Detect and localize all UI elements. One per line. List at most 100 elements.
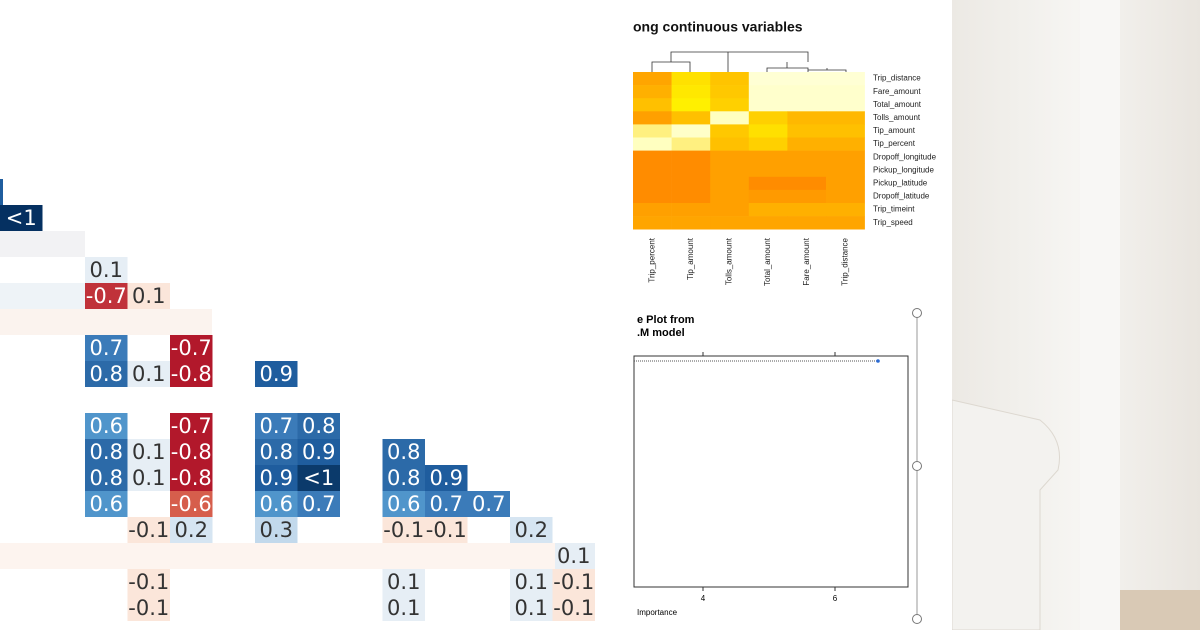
heatmap-cell <box>633 137 672 151</box>
heatmap-cell <box>748 163 788 178</box>
matrix-cell <box>127 465 170 491</box>
cell-label: 0.1 <box>90 258 123 282</box>
cell-label: -0.1 <box>383 518 424 542</box>
matrix-cell <box>127 439 170 465</box>
heatmap-cell <box>671 124 711 138</box>
heatmap-cell <box>787 203 827 217</box>
matrix-cell <box>297 413 340 439</box>
cell-label: 0.8 <box>90 466 123 490</box>
matrix-cell <box>85 491 128 517</box>
cell-label: 0.9 <box>430 466 463 490</box>
heatmap-cell <box>826 111 865 125</box>
row-label: Tip_percent <box>873 139 916 148</box>
matrix-cell <box>510 569 553 595</box>
cell-label: -0.1 <box>553 596 594 620</box>
heatmap-cell <box>671 72 711 86</box>
heatmap-cell <box>671 176 711 191</box>
heatmap-cell <box>787 163 827 178</box>
row-label: Tolls_amount <box>873 113 921 122</box>
heatmap-cell <box>748 176 788 191</box>
column-label: Trip_distance <box>840 237 849 285</box>
resize-handle[interactable] <box>912 308 922 318</box>
cell-label: 0.3 <box>260 518 293 542</box>
matrix-cell <box>382 439 425 465</box>
resize-handle[interactable] <box>912 614 922 624</box>
floor <box>1120 590 1200 630</box>
row-label: Trip_timeint <box>873 205 915 214</box>
heatmap-cell <box>671 216 711 230</box>
matrix-cell <box>382 517 425 543</box>
heatmap-cell <box>826 189 865 204</box>
heatmap-cell <box>748 111 788 125</box>
matrix-cell <box>85 361 128 387</box>
cell-label: 0.8 <box>302 414 335 438</box>
matrix-cell <box>85 439 128 465</box>
cell-label: 0.7 <box>302 492 335 516</box>
cell-label: 0.1 <box>132 362 165 386</box>
faint-cell <box>0 309 212 335</box>
faint-cell <box>0 543 555 569</box>
matrix-cell <box>510 595 553 621</box>
matrix-cell <box>255 465 298 491</box>
heatmap-cell <box>710 111 750 125</box>
cell-label: 0.1 <box>515 570 548 594</box>
heatmap-title: ong continuous variables <box>633 19 803 35</box>
heatmap-cell <box>633 150 672 164</box>
x-tick-label: 6 <box>833 594 838 603</box>
heatmap-cell <box>710 163 750 178</box>
matrix-cell <box>170 465 213 491</box>
heatmap-cell <box>826 72 865 86</box>
cell-label: 0.7 <box>260 414 293 438</box>
matrix-cell <box>425 465 468 491</box>
dot <box>876 359 880 363</box>
matrix-cell <box>510 517 553 543</box>
row-label: Dropoff_longitude <box>873 152 937 161</box>
matrix-cell <box>85 283 128 309</box>
matrix-cell <box>425 517 468 543</box>
cell-label: -0.8 <box>171 362 212 386</box>
heatmap-cell <box>633 85 672 99</box>
heatmap-cell <box>787 72 827 86</box>
cell-label: -0.7 <box>171 414 212 438</box>
matrix-cell <box>255 413 298 439</box>
heatmap-cell <box>826 203 865 217</box>
row-label: Fare_amount <box>873 87 921 96</box>
matrix-cell <box>127 283 170 309</box>
matrix-cell <box>255 491 298 517</box>
cell-label: 0.9 <box>302 440 335 464</box>
heatmap-cell <box>787 176 827 191</box>
heatmap-cell <box>633 176 672 191</box>
heatmap-cell <box>748 203 788 217</box>
matrix-cell <box>127 569 170 595</box>
matrix-cell <box>85 465 128 491</box>
matrix-cell <box>170 439 213 465</box>
cell-label: <1 <box>6 206 37 230</box>
heatmap-cell <box>671 150 711 164</box>
heatmap-cell <box>710 176 750 191</box>
column-label: Trip_percent <box>647 237 656 282</box>
row-label: Total_amount <box>873 100 922 109</box>
heatmap-cell <box>710 85 750 99</box>
heatmap-cell <box>748 216 788 230</box>
cell-label: -0.7 <box>171 336 212 360</box>
heatmap-cell <box>710 124 750 138</box>
dendrogram <box>651 51 847 72</box>
cell-label: -0.6 <box>171 492 212 516</box>
heatmap-cell <box>671 203 711 217</box>
cell-label: -0.1 <box>128 518 169 542</box>
cell-label: 0.2 <box>515 518 548 542</box>
row-label: Trip_distance <box>873 74 921 83</box>
heatmap-cell <box>826 216 865 230</box>
heatmap-cell <box>826 98 865 112</box>
resize-handle[interactable] <box>912 461 922 471</box>
heatmap-cell <box>748 150 788 164</box>
heatmap-cell <box>633 189 672 204</box>
matrix-cell <box>297 439 340 465</box>
heatmap-cell <box>671 163 711 178</box>
cell-label: 0.8 <box>260 440 293 464</box>
heatmap-cell <box>710 137 750 151</box>
heatmap-cell <box>787 216 827 230</box>
matrix-cell <box>382 465 425 491</box>
matrix-cell <box>255 517 298 543</box>
